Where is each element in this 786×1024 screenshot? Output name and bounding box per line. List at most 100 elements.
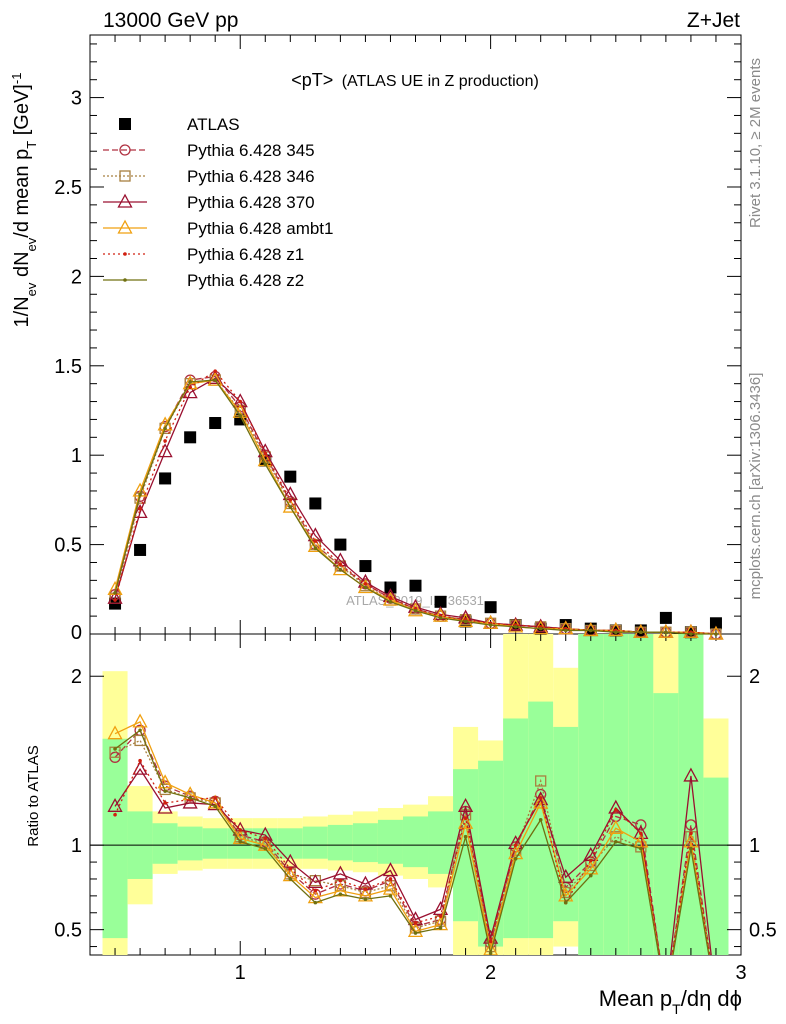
ratio-point [588,858,593,863]
ratio-point [338,892,343,896]
data-point [413,608,418,613]
legend-item: Pythia 6.428 346 [103,167,315,186]
data-point [184,431,197,444]
legend-marker [123,252,127,256]
data-point [639,630,643,635]
header-left: 13000 GeV pp [103,9,238,32]
ratio-bands [102,634,729,955]
ratio-ytick-label-left: 1 [71,835,82,857]
ratio-ytick-label-right: 2 [749,666,760,688]
band-green [327,824,353,861]
data-point [338,567,343,572]
data-point [213,369,217,373]
data-point [508,616,524,631]
ratio-point [558,868,574,883]
rivet-label: Rivet 3.1.10, ≥ 2M events [747,58,764,228]
main-title: <pT> (ATLAS UE in Z production) [291,70,539,90]
band-green [202,828,228,859]
ratio-point [413,931,418,935]
ratio-ylabel: Ratio to ATLAS [25,745,42,846]
data-point [334,538,347,551]
ratio-point [488,951,493,955]
data-point [633,623,649,638]
ratio-point [207,796,223,811]
ratio-point [635,819,647,831]
ratio-ytick-label-left: 2 [71,666,82,688]
ratio-xtick-label: 2 [485,962,496,984]
data-point [357,579,374,594]
data-point [714,632,718,636]
band-green [377,819,403,864]
data-point [307,538,323,553]
data-point [188,385,192,390]
legend-label: Pythia 6.428 346 [187,167,315,186]
band-green [428,811,454,874]
ratio-point [513,856,518,861]
data-point [488,623,493,627]
ratio-point [388,894,393,898]
ratio-point [508,835,524,850]
ratio-point [588,873,593,878]
data-point [438,616,443,620]
ratio-point [307,873,323,889]
ratio-point [263,836,268,841]
ratio-point [232,821,248,836]
ratio-point [238,828,243,832]
data-point [113,591,117,595]
data-point [384,581,397,594]
main-ytick-label: 0 [71,622,82,644]
band-green [578,634,604,955]
data-point [432,607,449,622]
band-green [628,634,654,955]
data-point [538,626,543,631]
ratio-point [533,794,549,809]
ratio-point [213,796,217,800]
legend-marker [123,278,127,282]
legend-marker [119,118,131,130]
ratio-point [138,758,142,763]
x-axis-label: Mean pT/dη dϕ [599,986,742,1017]
data-point [388,600,393,604]
band-green [152,823,178,864]
ratio-point [457,797,474,812]
ratio-point [288,877,293,881]
ratio-point [213,804,217,809]
data-point [332,561,348,576]
ratio-point [538,796,543,800]
data-point [313,539,318,543]
ratio-point [689,831,693,836]
main-title-main: <pT> [291,70,333,90]
data-point [409,579,422,592]
data-point [363,585,368,590]
data-point [238,399,243,404]
main-ylabel: 1/Nev dNev/d mean pT [GeV]-1 [9,73,39,328]
main-ytick-label: 1.5 [54,356,82,378]
main-ytick-label: 3 [71,88,82,110]
band-green [603,634,629,955]
data-point [238,414,243,418]
band-green [352,823,378,863]
data-point [659,611,672,624]
data-point [182,384,198,399]
ratio-point [614,840,618,844]
ratio-point [163,801,167,805]
legend-item: Pythia 6.428 z1 [103,245,304,264]
ratio-pythia-6-428-z2 [113,728,710,955]
ratio-point [513,843,518,847]
data-point [284,470,297,483]
ratio-xtick-label: 3 [735,962,746,984]
data-point [363,582,368,586]
legend: ATLAS Pythia 6.428 345 Pythia 6.428 346 Pyt… [103,115,333,290]
data-point [309,497,322,510]
ratio-point [382,862,399,877]
data-point [134,543,147,556]
ratio-point [313,889,318,893]
ratio-point [188,796,192,800]
ratio-point [288,867,293,871]
data-point [107,589,123,604]
data-point [558,620,574,635]
band-green [177,826,203,861]
data-point [689,632,693,636]
main-ytick-label: 1 [71,445,82,467]
